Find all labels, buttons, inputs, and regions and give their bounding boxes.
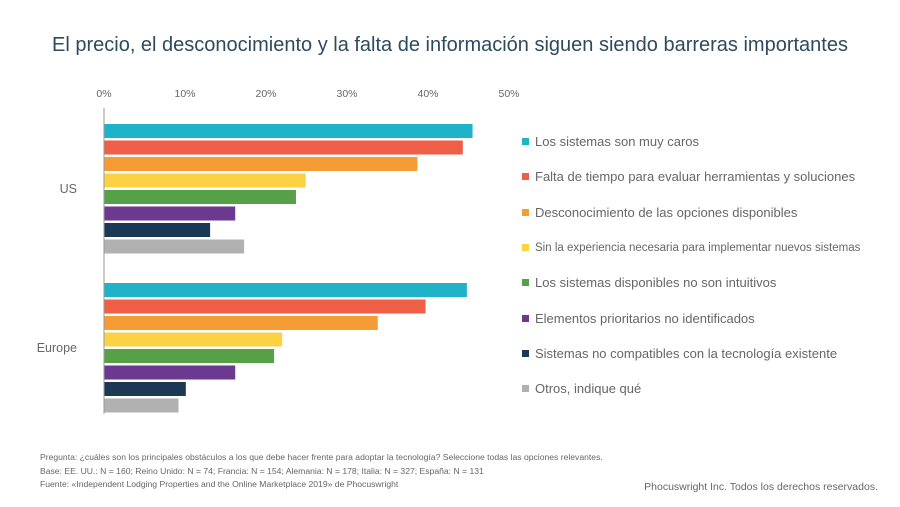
legend-label: Desconocimiento de las opciones disponib… [535,204,798,220]
legend-label: Elementos prioritarios no identificados [535,310,755,326]
category-label: US [60,182,77,196]
legend-swatch [522,173,529,181]
category-label: Europe [37,341,77,355]
legend-label: Los sistemas son muy caros [535,134,700,150]
legend-item: Los sistemas disponibles no son intuitiv… [522,265,892,300]
legend-item: Falta de tiempo para evaluar herramienta… [522,159,892,194]
bar [104,206,236,221]
legend: Los sistemas son muy caros Falta de tiem… [522,124,892,406]
legend-swatch [522,385,529,393]
legend-label: Otros, indique qué [535,381,642,397]
x-tick-label: 30% [336,88,357,100]
legend-swatch [522,349,529,357]
legend-item: Los sistemas son muy caros [522,124,892,159]
source-note: Fuente: «Independent Lodging Properties … [40,479,399,489]
legend-swatch [522,244,529,252]
bar [104,332,283,347]
legend-swatch [522,314,529,322]
x-tick-label: 0% [96,88,111,100]
legend-label: Sistemas no compatibles con la tecnologí… [535,345,838,361]
bar [104,190,296,204]
bar [104,349,275,363]
bar [104,316,378,330]
bar [104,299,426,314]
footnotes: Pregunta: ¿cuáles son los principales ob… [40,451,603,492]
legend-swatch [522,208,529,216]
question-note: Pregunta: ¿cuáles son los principales ob… [40,452,603,462]
x-tick-label: 50% [498,88,519,100]
x-tick-label: 40% [417,88,438,100]
bar [104,173,306,188]
bar [104,140,463,155]
legend-label: Los sistemas disponibles no son intuitiv… [535,275,777,291]
bar [104,124,473,138]
legend-label: Sin la experiencia necesaria para implem… [535,241,861,254]
bar [104,382,186,396]
chart-title: El precio, el desconocimiento y la falta… [52,34,848,56]
base-note: Base: EE. UU.: N = 160; Reino Unido: N =… [40,465,484,476]
legend-item: Elementos prioritarios no identificados [522,300,892,335]
legend-item: Otros, indique qué [522,371,892,406]
x-tick-label: 20% [255,88,276,100]
bar [104,157,418,171]
legend-item: Sin la experiencia necesaria para implem… [522,230,892,265]
legend-item: Sistemas no compatibles con la tecnologí… [522,336,892,371]
bar [104,365,236,380]
x-tick-label: 10% [174,88,195,100]
legend-swatch [522,279,529,287]
bar [104,398,179,413]
legend-item: Desconocimiento de las opciones disponib… [522,195,892,230]
legend-swatch [522,138,529,146]
bar [104,283,467,297]
copyright: Phocuswright Inc. Todos los derechos res… [644,481,878,493]
legend-label: Falta de tiempo para evaluar herramienta… [535,169,856,185]
bar [104,239,245,254]
bar [104,223,211,237]
